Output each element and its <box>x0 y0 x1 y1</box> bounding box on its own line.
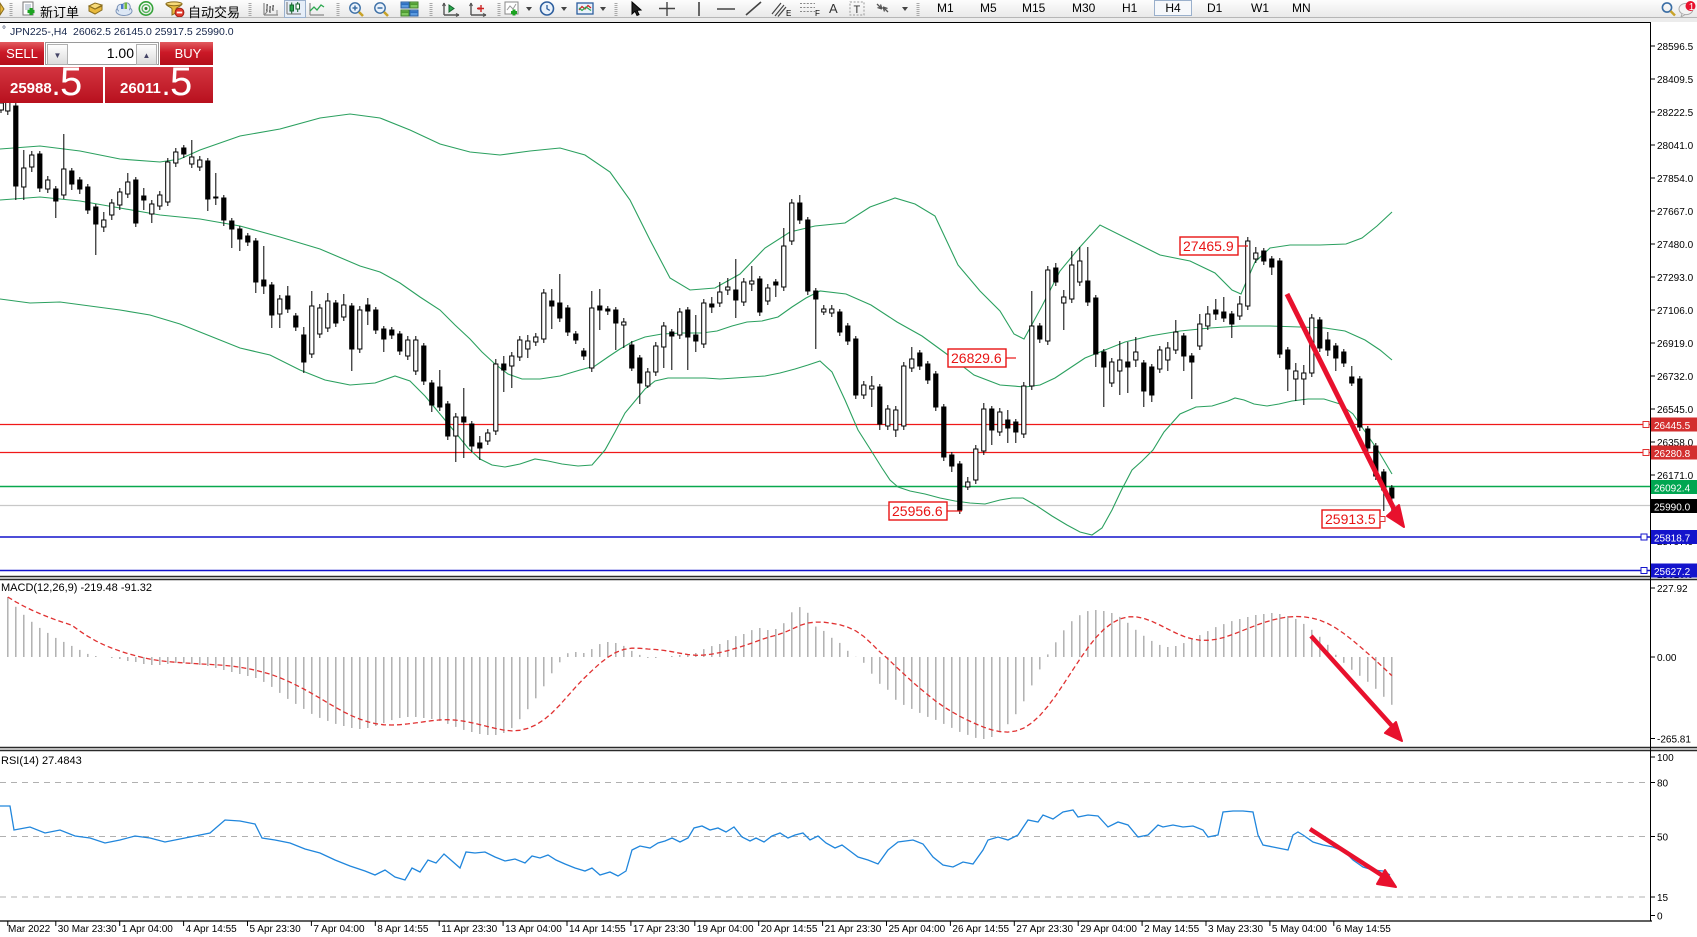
svg-text:227.92: 227.92 <box>1657 584 1688 595</box>
svg-text:26545.0: 26545.0 <box>1657 405 1694 416</box>
svg-text:27667.0: 27667.0 <box>1657 207 1694 218</box>
svg-text:2 May 14:55: 2 May 14:55 <box>1144 924 1199 935</box>
svg-text:25627.2: 25627.2 <box>1654 567 1691 578</box>
svg-text:F: F <box>815 9 820 17</box>
svg-text:21 Apr 23:30: 21 Apr 23:30 <box>825 924 882 935</box>
svg-text:5 Apr 23:30: 5 Apr 23:30 <box>250 924 302 935</box>
svg-text:26919.0: 26919.0 <box>1657 339 1694 350</box>
svg-text:1: 1 <box>1689 2 1695 13</box>
svg-text:26358.0: 26358.0 <box>1657 438 1694 449</box>
svg-text:1 Apr 04:00: 1 Apr 04:00 <box>122 924 174 935</box>
svg-text:-265.81: -265.81 <box>1657 735 1691 746</box>
svg-text:25913.5: 25913.5 <box>1325 511 1376 527</box>
svg-text:26092.4: 26092.4 <box>1654 484 1691 495</box>
svg-text:27480.0: 27480.0 <box>1657 240 1694 251</box>
svg-text:5 May 04:00: 5 May 04:00 <box>1272 924 1327 935</box>
svg-text:25956.6: 25956.6 <box>892 503 943 519</box>
svg-text:27465.9: 27465.9 <box>1183 238 1234 254</box>
svg-text:28409.5: 28409.5 <box>1657 75 1694 86</box>
svg-text:6 May 14:55: 6 May 14:55 <box>1336 924 1391 935</box>
svg-text:25 Apr 04:00: 25 Apr 04:00 <box>889 924 946 935</box>
svg-text:13 Apr 04:00: 13 Apr 04:00 <box>505 924 562 935</box>
svg-text:100: 100 <box>1657 753 1674 764</box>
svg-text:26 Apr 14:55: 26 Apr 14:55 <box>952 924 1009 935</box>
svg-text:28222.5: 28222.5 <box>1657 108 1694 119</box>
svg-text:T: T <box>854 4 861 16</box>
svg-text:27 Apr 23:30: 27 Apr 23:30 <box>1016 924 1073 935</box>
svg-text:29 Apr 04:00: 29 Apr 04:00 <box>1080 924 1137 935</box>
svg-text:25818.7: 25818.7 <box>1654 534 1691 545</box>
svg-text:E: E <box>786 9 791 17</box>
svg-text:19 Apr 04:00: 19 Apr 04:00 <box>697 924 754 935</box>
svg-text:26171.0: 26171.0 <box>1657 471 1694 482</box>
svg-text:3 May 23:30: 3 May 23:30 <box>1208 924 1263 935</box>
svg-text:26829.6: 26829.6 <box>951 350 1002 366</box>
svg-text:4 Apr 14:55: 4 Apr 14:55 <box>186 924 238 935</box>
svg-text:17 Apr 23:30: 17 Apr 23:30 <box>633 924 690 935</box>
svg-text:Mar 2022: Mar 2022 <box>8 924 51 935</box>
svg-text:27293.0: 27293.0 <box>1657 273 1694 284</box>
svg-text:27854.0: 27854.0 <box>1657 174 1694 185</box>
svg-text:MACD(12,26,9) -219.48 -91.32: MACD(12,26,9) -219.48 -91.32 <box>1 582 152 594</box>
svg-text:28041.0: 28041.0 <box>1657 141 1694 152</box>
svg-text:27106.0: 27106.0 <box>1657 306 1694 317</box>
svg-text:RSI(14) 27.4843: RSI(14) 27.4843 <box>1 755 82 767</box>
svg-text:80: 80 <box>1657 779 1669 790</box>
svg-text:JPN225-,H4 26062.5 26145.0 25: JPN225-,H4 26062.5 26145.0 25917.5 25990… <box>10 26 234 38</box>
svg-text:0.00: 0.00 <box>1657 653 1677 664</box>
svg-text:11 Apr 23:30: 11 Apr 23:30 <box>441 924 497 935</box>
svg-text:14 Apr 14:55: 14 Apr 14:55 <box>569 924 626 935</box>
svg-text:28596.5: 28596.5 <box>1657 42 1694 53</box>
svg-text:°: ° <box>2 25 6 36</box>
svg-text:25990.0: 25990.0 <box>1654 503 1691 514</box>
svg-text:26280.8: 26280.8 <box>1654 449 1691 460</box>
svg-text:0: 0 <box>1657 912 1663 923</box>
svg-text:50: 50 <box>1657 833 1669 844</box>
svg-text:7 Apr 04:00: 7 Apr 04:00 <box>313 924 365 935</box>
svg-text:30 Mar 23:30: 30 Mar 23:30 <box>58 924 117 935</box>
svg-text:15: 15 <box>1657 893 1669 904</box>
svg-text:26732.0: 26732.0 <box>1657 372 1694 383</box>
svg-text:8 Apr 14:55: 8 Apr 14:55 <box>377 924 429 935</box>
svg-text:20 Apr 14:55: 20 Apr 14:55 <box>761 924 818 935</box>
svg-text:26445.5: 26445.5 <box>1654 421 1691 432</box>
